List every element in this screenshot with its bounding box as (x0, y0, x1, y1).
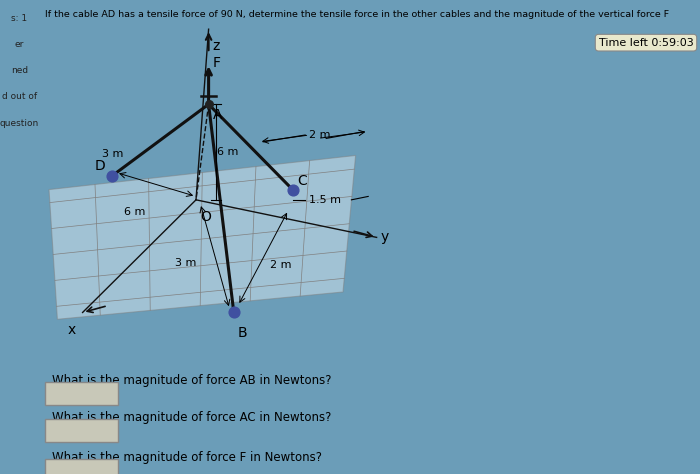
FancyBboxPatch shape (45, 459, 118, 474)
Text: 6 m: 6 m (124, 207, 146, 217)
Text: z: z (213, 39, 220, 54)
Text: 1.5 m: 1.5 m (309, 195, 342, 205)
Text: What is the magnitude of force AB in Newtons?: What is the magnitude of force AB in New… (52, 374, 331, 387)
Text: Time left 0:59:03: Time left 0:59:03 (598, 37, 694, 48)
Text: 2 m: 2 m (309, 130, 331, 140)
Point (203, 100, 214, 108)
FancyBboxPatch shape (45, 419, 118, 442)
Text: O: O (200, 210, 211, 224)
Point (228, 309, 239, 316)
Text: ned: ned (10, 66, 28, 75)
Text: What is the magnitude of force AC in Newtons?: What is the magnitude of force AC in New… (52, 411, 331, 424)
Text: 3 m: 3 m (174, 258, 196, 268)
Text: A: A (213, 108, 223, 122)
Text: D: D (95, 158, 106, 173)
Text: C: C (297, 174, 307, 188)
Polygon shape (49, 155, 356, 319)
Text: x: x (68, 323, 76, 337)
Text: If the cable AD has a tensile force of 90 N, determine the tensile force in the : If the cable AD has a tensile force of 9… (45, 10, 669, 18)
Text: 2 m: 2 m (270, 260, 291, 270)
Point (287, 186, 298, 193)
Text: er: er (15, 40, 24, 49)
Text: What is the magnitude of force F in Newtons?: What is the magnitude of force F in Newt… (52, 451, 322, 464)
Text: B: B (238, 326, 248, 340)
FancyBboxPatch shape (45, 382, 118, 405)
Text: F: F (213, 56, 220, 70)
Text: question: question (0, 118, 39, 128)
Text: 3 m: 3 m (102, 149, 123, 159)
Point (106, 172, 118, 180)
Text: d out of: d out of (1, 92, 37, 101)
Text: s: 1: s: 1 (11, 14, 27, 23)
Text: y: y (381, 230, 389, 245)
Text: 6 m: 6 m (217, 147, 239, 157)
